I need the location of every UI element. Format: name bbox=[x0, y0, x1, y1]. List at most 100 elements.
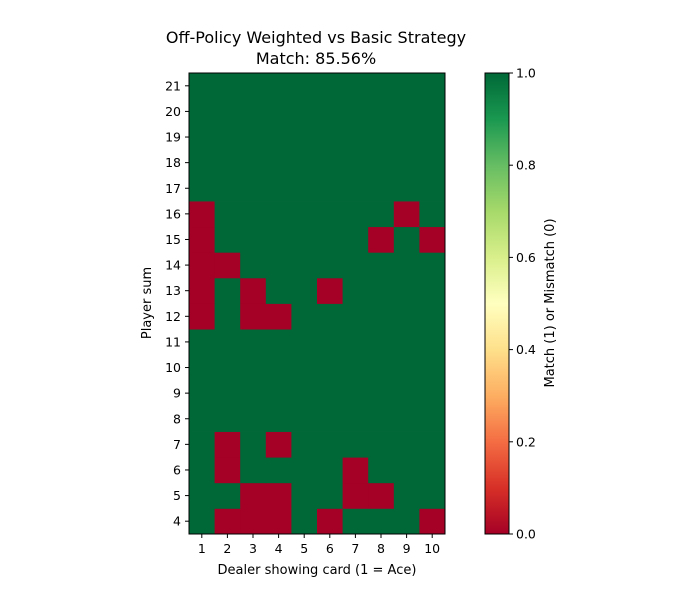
heatmap-cell bbox=[265, 149, 292, 176]
y-tick-label: 13 bbox=[165, 283, 181, 298]
x-tick-label: 10 bbox=[424, 541, 440, 556]
heatmap-cell bbox=[419, 201, 446, 228]
y-axis-label: Player sum bbox=[140, 267, 155, 339]
heatmap-cell bbox=[317, 508, 343, 535]
heatmap-cell bbox=[393, 149, 420, 176]
y-tick-label: 21 bbox=[165, 78, 181, 93]
heatmap-cell bbox=[419, 149, 446, 176]
heatmap-cell bbox=[419, 98, 446, 125]
heatmap-cell bbox=[419, 329, 446, 356]
heatmap-cell bbox=[368, 124, 395, 151]
heatmap-cell bbox=[393, 482, 420, 509]
heatmap-cell bbox=[317, 226, 343, 253]
y-tick-label: 9 bbox=[173, 386, 181, 401]
heatmap-cell bbox=[214, 354, 241, 381]
heatmap-cell bbox=[240, 277, 267, 304]
heatmap-cell bbox=[240, 303, 267, 330]
heatmap-cell bbox=[317, 201, 343, 228]
heatmap-cell bbox=[189, 226, 215, 253]
x-tick-label: 3 bbox=[249, 541, 257, 556]
x-axis-label: Dealer showing card (1 = Ace) bbox=[218, 563, 417, 578]
heatmap-cell bbox=[214, 124, 241, 151]
heatmap-cell bbox=[265, 482, 292, 509]
heatmap-cell bbox=[342, 226, 369, 253]
heatmap-cell bbox=[291, 405, 318, 432]
heatmap-cell bbox=[368, 354, 395, 381]
heatmap-cell bbox=[291, 380, 318, 407]
heatmap-cell bbox=[393, 303, 420, 330]
heatmap-cell bbox=[189, 431, 215, 458]
y-tick-label: 12 bbox=[165, 309, 181, 324]
heatmap-cell bbox=[214, 175, 241, 202]
heatmap-cell bbox=[342, 149, 369, 176]
y-tick-label: 18 bbox=[165, 155, 181, 170]
heatmap-cell bbox=[419, 431, 446, 458]
heatmap-cell bbox=[265, 124, 292, 151]
y-tick-label: 16 bbox=[165, 206, 181, 221]
heatmap-cell bbox=[393, 354, 420, 381]
x-tick-label: 7 bbox=[351, 541, 359, 556]
colorbar-tick-label: 0.0 bbox=[516, 527, 536, 542]
heatmap-cell bbox=[291, 482, 318, 509]
heatmap-cell bbox=[214, 73, 241, 100]
heatmap-cell bbox=[240, 226, 267, 253]
heatmap-cell bbox=[342, 277, 369, 304]
heatmap-cell bbox=[291, 252, 318, 279]
heatmap-cell bbox=[240, 457, 267, 484]
heatmap-cell bbox=[291, 457, 318, 484]
colorbar-tick-label: 0.8 bbox=[516, 158, 536, 173]
x-tick-label: 4 bbox=[275, 541, 283, 556]
heatmap-cell bbox=[240, 431, 267, 458]
heatmap-cell bbox=[342, 431, 369, 458]
heatmap-cell bbox=[240, 354, 267, 381]
heatmap-cell bbox=[393, 73, 420, 100]
heatmap-cell bbox=[240, 508, 267, 535]
heatmap-cell bbox=[189, 380, 215, 407]
heatmap-cell bbox=[189, 149, 215, 176]
heatmap-cell bbox=[393, 175, 420, 202]
heatmap-cell bbox=[342, 175, 369, 202]
y-tick-label: 7 bbox=[173, 437, 181, 452]
x-tick-label: 1 bbox=[198, 541, 206, 556]
heatmap-cell bbox=[291, 329, 318, 356]
heatmap-cell bbox=[342, 354, 369, 381]
heatmap-cell bbox=[265, 431, 292, 458]
heatmap-cell bbox=[317, 98, 343, 125]
heatmap-cell bbox=[265, 457, 292, 484]
heatmap-cell bbox=[214, 380, 241, 407]
heatmap-cell bbox=[214, 201, 241, 228]
y-tick-label: 17 bbox=[165, 181, 181, 196]
heatmap-cell bbox=[189, 252, 215, 279]
heatmap-cell bbox=[393, 252, 420, 279]
heatmap-cell bbox=[419, 354, 446, 381]
heatmap-cell bbox=[240, 149, 267, 176]
heatmap-cell bbox=[317, 457, 343, 484]
heatmap-cell bbox=[342, 329, 369, 356]
heatmap-cell bbox=[419, 482, 446, 509]
colorbar-tick-label: 0.6 bbox=[516, 250, 536, 265]
heatmap-cell bbox=[368, 508, 395, 535]
heatmap-cell bbox=[291, 226, 318, 253]
heatmap-cell bbox=[265, 226, 292, 253]
heatmap-cell bbox=[214, 303, 241, 330]
heatmap-cell bbox=[189, 73, 215, 100]
heatmap-cell bbox=[419, 73, 446, 100]
y-tick-label: 19 bbox=[165, 130, 181, 145]
heatmap-cell bbox=[265, 380, 292, 407]
heatmap-cell bbox=[317, 252, 343, 279]
heatmap-cell bbox=[189, 201, 215, 228]
y-tick-label: 11 bbox=[165, 334, 181, 349]
heatmap-cell bbox=[317, 482, 343, 509]
y-tick-label: 5 bbox=[173, 488, 181, 503]
heatmap-cell bbox=[214, 329, 241, 356]
heatmap-cell bbox=[265, 201, 292, 228]
x-tick-label: 5 bbox=[300, 541, 308, 556]
heatmap-cell bbox=[291, 431, 318, 458]
heatmap-cell bbox=[368, 380, 395, 407]
heatmap-cell bbox=[419, 405, 446, 432]
heatmap-cell bbox=[368, 175, 395, 202]
heatmap-cell bbox=[265, 175, 292, 202]
heatmap-cell bbox=[393, 201, 420, 228]
heatmap-cell bbox=[189, 329, 215, 356]
heatmap-cell bbox=[291, 175, 318, 202]
